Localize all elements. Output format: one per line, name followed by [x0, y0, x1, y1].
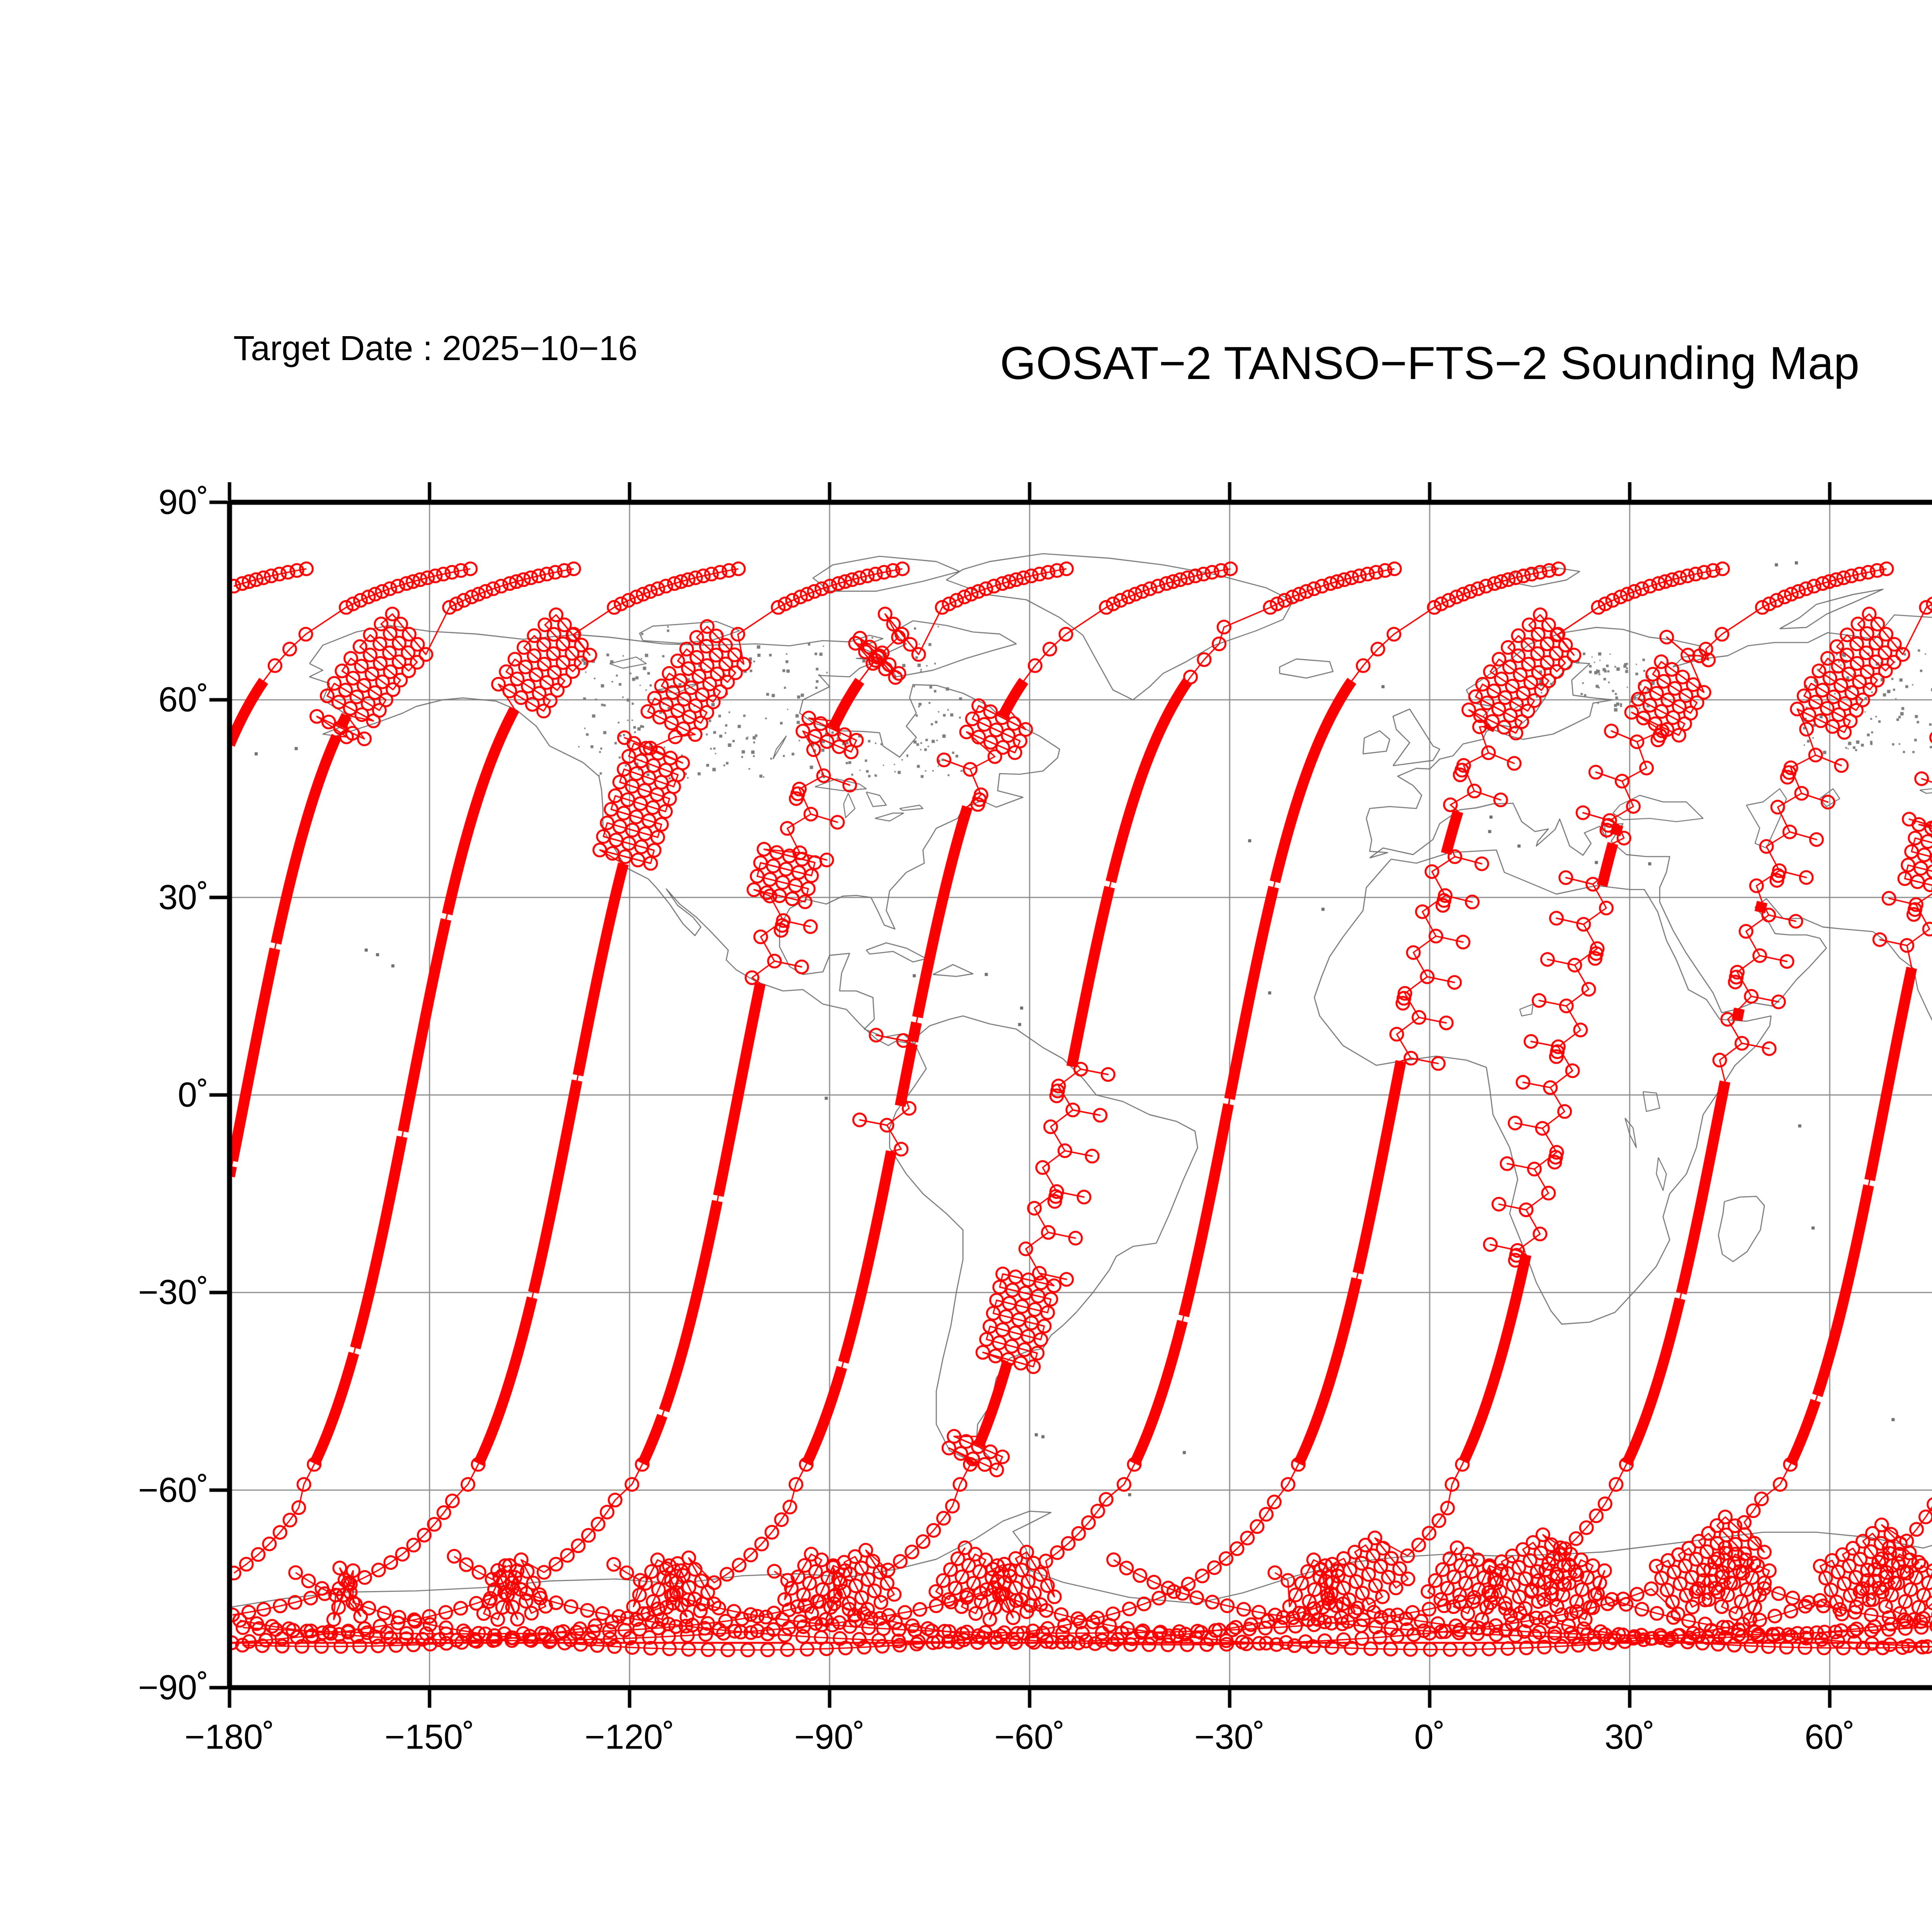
y-tick-label: 60˚	[158, 680, 209, 719]
x-tick-label: −150˚	[384, 1718, 475, 1756]
y-tick-label: −60˚	[138, 1471, 209, 1510]
x-tick-label: −90˚	[794, 1718, 865, 1756]
x-tick-label: −120˚	[584, 1718, 675, 1756]
x-tick-label: −180˚	[184, 1718, 275, 1756]
y-tick-label: 0˚	[177, 1076, 209, 1114]
y-tick-label: 90˚	[158, 483, 209, 522]
x-tick-label: 60˚	[1804, 1718, 1855, 1756]
x-tick-label: 0˚	[1414, 1718, 1446, 1756]
x-tick-label: −60˚	[994, 1718, 1065, 1756]
target-date-label: Target Date : 2025−10−16	[233, 329, 638, 368]
page-title: GOSAT−2 TANSO−FTS−2 Sounding Map	[1000, 337, 1860, 389]
x-tick-label: 30˚	[1604, 1718, 1655, 1756]
y-tick-label: −30˚	[138, 1273, 209, 1312]
y-tick-label: −90˚	[138, 1668, 209, 1707]
x-tick-label: −30˚	[1194, 1718, 1265, 1756]
y-tick-label: 30˚	[158, 878, 209, 917]
